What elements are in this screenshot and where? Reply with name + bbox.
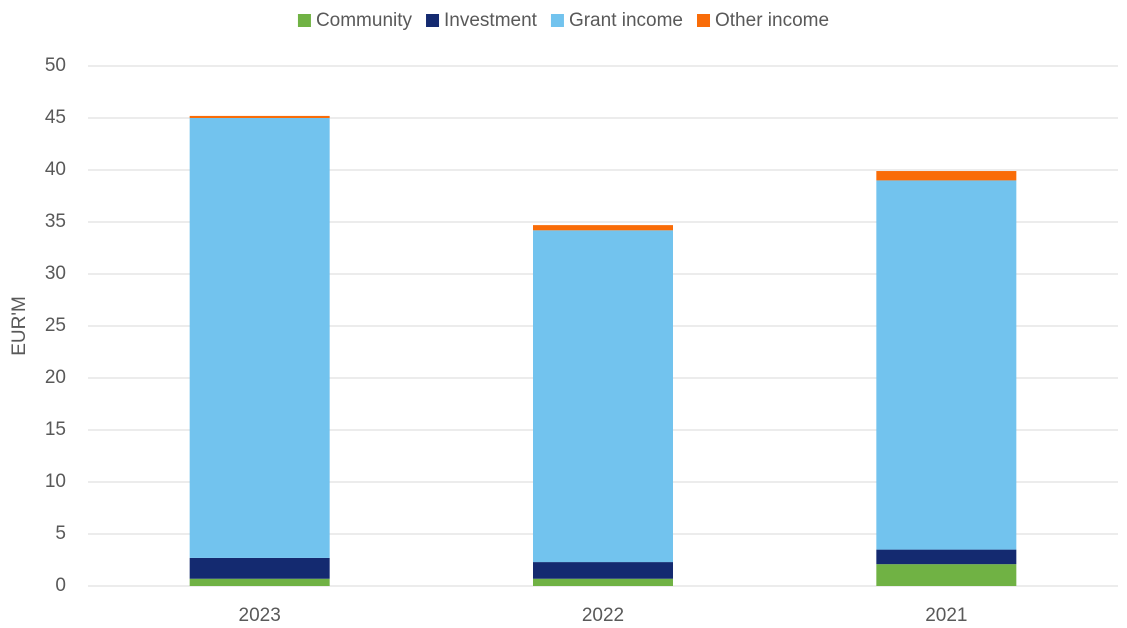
y-tick-label: 5 [55,523,66,544]
y-tick-label: 0 [55,575,66,596]
y-tick-label: 10 [45,471,66,492]
y-tick-label: 20 [45,367,66,388]
bar-segment [189,118,330,558]
legend-swatch [697,14,711,27]
bar-segment [189,578,330,586]
legend-label: Community [316,10,413,31]
legend-label: Grant income [569,10,683,31]
legend-swatch [550,14,564,27]
bar-segment [876,549,1017,565]
bar-segment [189,557,330,579]
legend-label: Other income [715,10,829,31]
bar-segment [533,578,673,586]
bar-segment [189,115,330,118]
y-tick-label: 50 [45,55,66,76]
x-tick-label: 2021 [925,605,967,626]
bar-segment [533,230,673,563]
bar-segment [876,564,1017,586]
x-tick-label: 2022 [582,605,624,626]
legend-label: Investment [444,10,538,31]
bar-segment [533,225,673,231]
legend-swatch [297,14,311,27]
y-tick-label: 25 [45,315,66,336]
y-axis-label: EUR'M [9,296,30,356]
y-tick-label: 30 [45,263,66,284]
y-tick-label: 45 [45,107,66,128]
y-tick-label: 40 [45,159,66,180]
y-tick-label: 35 [45,211,66,232]
bar-segment [876,180,1017,550]
bar-segment [533,562,673,579]
legend-swatch [426,14,440,27]
y-tick-label: 15 [45,419,66,440]
bar-segment [876,171,1017,181]
x-tick-label: 2023 [239,605,281,626]
